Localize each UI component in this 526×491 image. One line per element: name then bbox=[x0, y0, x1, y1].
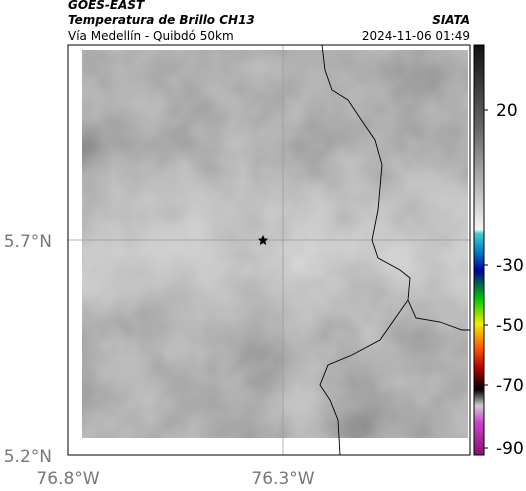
colorbar-tick-label: -50 bbox=[496, 316, 524, 336]
lat-label: 5.2°N bbox=[4, 447, 52, 467]
colorbar bbox=[473, 44, 485, 456]
location-marker bbox=[258, 235, 268, 245]
colorbar-tick-label: -90 bbox=[496, 439, 524, 459]
colorbar-tick-label: -30 bbox=[496, 256, 524, 276]
subtitle: Temperatura de Brillo CH13 bbox=[68, 13, 255, 27]
datetime: 2024-11-06 01:49 bbox=[362, 29, 470, 43]
title: GOES-EAST bbox=[68, 0, 145, 12]
location: Vía Medellín - Quibdó 50km bbox=[68, 29, 234, 43]
colorbar-tick-label: 20 bbox=[496, 101, 518, 121]
map-frame bbox=[67, 44, 471, 456]
border bbox=[319, 44, 470, 456]
lon-label: 76.3°W bbox=[251, 469, 314, 489]
lat-label: 5.7°N bbox=[4, 232, 52, 252]
lon-label: 76.8°W bbox=[36, 469, 99, 489]
cloud-band bbox=[82, 150, 468, 400]
colorbar-tick-label: -70 bbox=[496, 376, 524, 396]
map bbox=[67, 44, 471, 456]
source: SIATA bbox=[432, 13, 470, 27]
colorbar-ticks: 20 -30 -50 -70 -90 bbox=[484, 101, 524, 459]
